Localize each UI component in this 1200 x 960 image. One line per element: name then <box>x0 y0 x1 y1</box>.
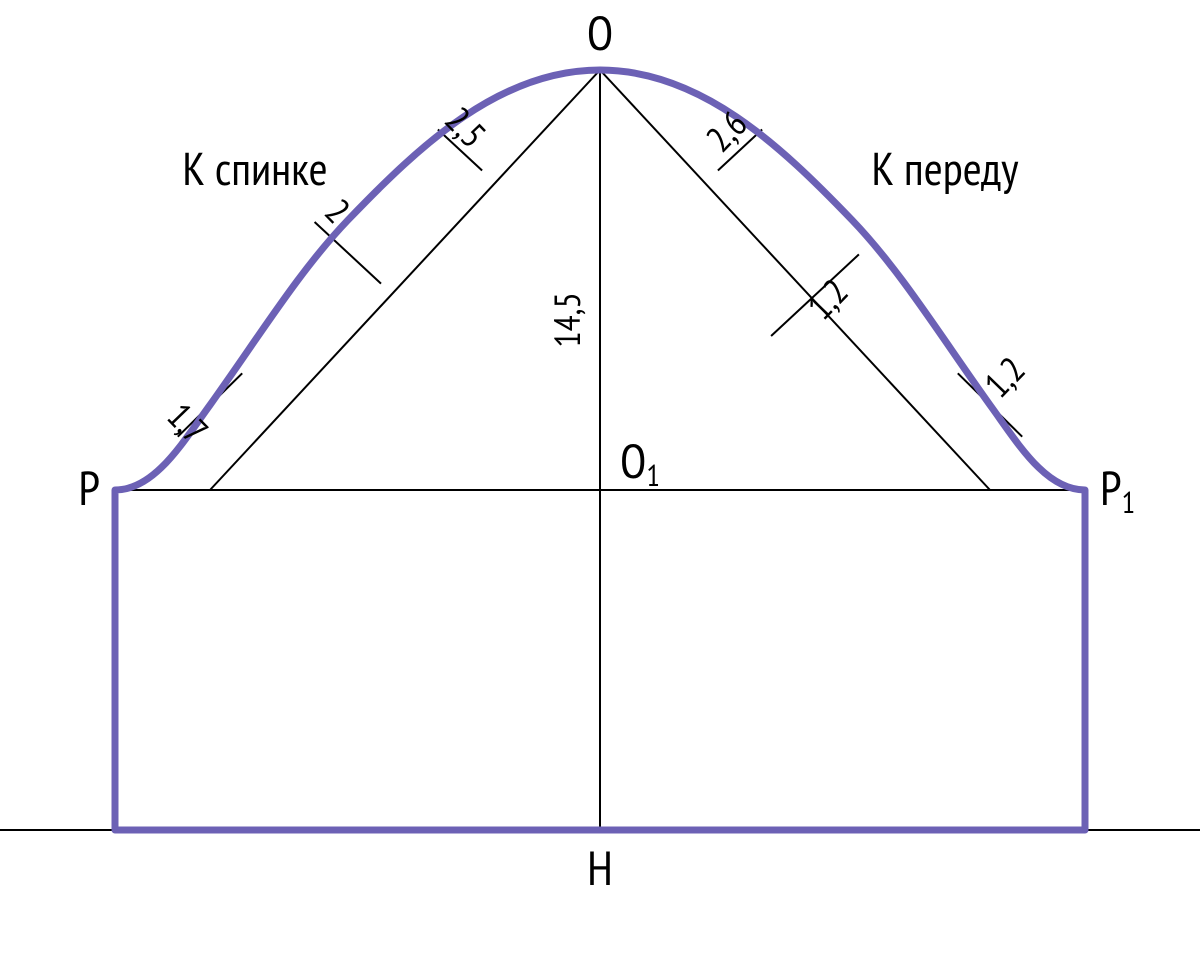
region-front-label: К переду <box>872 138 1020 198</box>
measure-center-height: 14,5 <box>543 292 590 347</box>
measure-right-mid: 1,2 <box>796 268 857 329</box>
left-diagonal <box>210 70 600 490</box>
label-O1: О1 <box>620 430 660 495</box>
sleeve-pattern-diagram: О О1 Р Р1 Н К спинке К переду 14,5 2,5 2… <box>0 0 1200 960</box>
label-O: О <box>587 2 613 64</box>
right-diagonal <box>600 70 990 490</box>
measure-right-top: 2,6 <box>695 100 756 161</box>
label-P1: Р1 <box>1100 457 1135 522</box>
label-H: Н <box>587 837 613 899</box>
label-P: Р <box>78 457 100 519</box>
region-back-label: К спинке <box>182 138 327 198</box>
